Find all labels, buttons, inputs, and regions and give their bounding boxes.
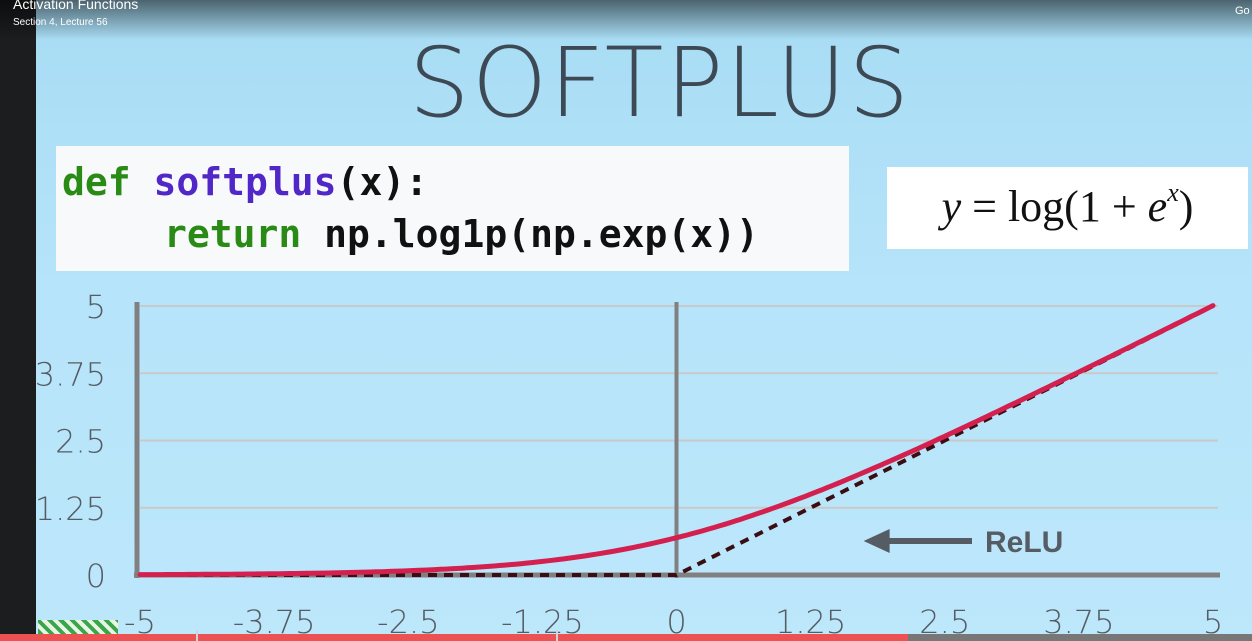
- decorative-pattern: [38, 620, 118, 634]
- video-progress-fill[interactable]: [0, 634, 908, 641]
- go-button[interactable]: Go: [1235, 5, 1250, 17]
- code-line-1: def softplus(x):: [62, 160, 428, 204]
- code-params: (x):: [336, 160, 429, 204]
- lecture-title: Activation Functions: [13, 0, 139, 12]
- progress-marker: [556, 630, 558, 641]
- x-tick-label: 5: [1203, 603, 1223, 641]
- code-keyword-return: return: [164, 212, 302, 256]
- code-line-2: return np.log1p(np.exp(x)): [164, 212, 759, 256]
- code-function-name: softplus: [153, 160, 337, 204]
- formula-box: y = log(1 + ex): [887, 167, 1248, 249]
- code-return-expression: np.log1p(np.exp(x)): [324, 212, 759, 256]
- player-top-overlay: [0, 0, 1252, 40]
- formula-eq: = log(1 +: [961, 182, 1148, 231]
- slide-title: SOFTPLUS: [408, 27, 912, 139]
- y-tick-label: 3.75: [35, 355, 106, 393]
- player-left-rail: [0, 0, 36, 641]
- code-snippet: def softplus(x): return np.log1p(np.exp(…: [56, 146, 849, 271]
- formula-lhs: y: [941, 182, 962, 231]
- progress-marker: [196, 630, 198, 641]
- softplus-series-line: [137, 303, 1216, 578]
- lecture-subtitle: Section 4, Lecture 56: [13, 17, 108, 28]
- y-tick-label: 1.25: [35, 490, 106, 528]
- slide: [36, 0, 1252, 641]
- formula-exponent: x: [1167, 178, 1179, 208]
- formula-base: e: [1147, 182, 1168, 231]
- code-keyword-def: def: [62, 160, 131, 204]
- y-tick-label: 2.5: [55, 423, 106, 461]
- annotation-arrowhead: [863, 529, 890, 553]
- y-tick-label: 0: [86, 557, 106, 595]
- softplus-formula: y = log(1 + ex): [887, 178, 1248, 232]
- formula-close: ): [1178, 182, 1194, 231]
- x-tick-label: 0: [666, 603, 686, 641]
- relu-annotation-label: ReLU: [985, 526, 1063, 559]
- y-tick-label: 5: [86, 288, 106, 326]
